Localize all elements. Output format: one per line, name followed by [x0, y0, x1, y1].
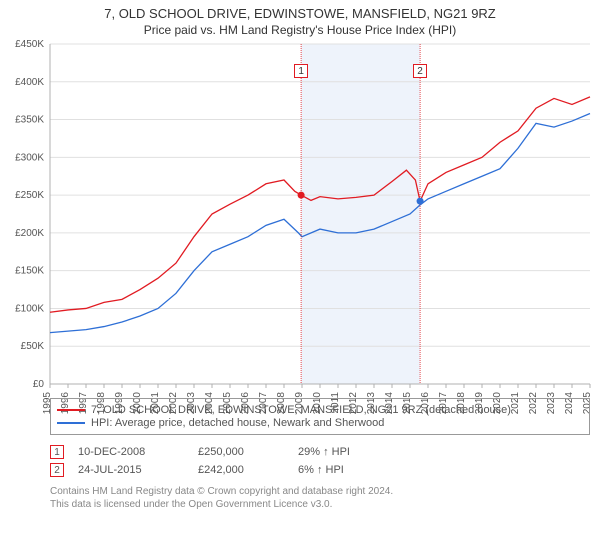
- chart-title: 7, OLD SCHOOL DRIVE, EDWINSTOWE, MANSFIE…: [0, 6, 600, 21]
- footnote-line-1: Contains HM Land Registry data © Crown c…: [50, 486, 393, 497]
- event-badge: 1: [50, 445, 64, 459]
- legend-swatch: [57, 422, 85, 424]
- event-row: 2 24-JUL-2015£242,0006% ↑ HPI: [50, 463, 590, 477]
- below-chart: 7, OLD SCHOOL DRIVE, EDWINSTOWE, MANSFIE…: [50, 398, 590, 511]
- line-chart: £0£50K£100K£150K£200K£250K£300K£350K£400…: [50, 44, 590, 384]
- svg-text:£400K: £400K: [15, 77, 44, 88]
- svg-text:£450K: £450K: [15, 39, 44, 50]
- svg-text:£150K: £150K: [15, 266, 44, 277]
- event-price: £242,000: [198, 464, 298, 476]
- legend: 7, OLD SCHOOL DRIVE, EDWINSTOWE, MANSFIE…: [50, 398, 590, 435]
- footnote-line-2: This data is licensed under the Open Gov…: [50, 499, 332, 510]
- event-row: 1 10-DEC-2008£250,00029% ↑ HPI: [50, 445, 590, 459]
- chart-titles: 7, OLD SCHOOL DRIVE, EDWINSTOWE, MANSFIE…: [0, 0, 600, 37]
- svg-text:£250K: £250K: [15, 190, 44, 201]
- legend-label: 7, OLD SCHOOL DRIVE, EDWINSTOWE, MANSFIE…: [91, 404, 511, 416]
- event-date: 10-DEC-2008: [78, 446, 198, 458]
- chart-area: £0£50K£100K£150K£200K£250K£300K£350K£400…: [50, 44, 590, 384]
- legend-item: HPI: Average price, detached house, Newa…: [57, 417, 583, 429]
- svg-text:£300K: £300K: [15, 152, 44, 163]
- svg-text:£200K: £200K: [15, 228, 44, 239]
- svg-text:£350K: £350K: [15, 115, 44, 126]
- legend-label: HPI: Average price, detached house, Newa…: [91, 417, 384, 429]
- legend-swatch: [57, 409, 85, 411]
- event-badge: 2: [50, 463, 64, 477]
- event-delta: 29% ↑ HPI: [298, 446, 590, 458]
- event-delta: 6% ↑ HPI: [298, 464, 590, 476]
- svg-text:£100K: £100K: [15, 303, 44, 314]
- page: 7, OLD SCHOOL DRIVE, EDWINSTOWE, MANSFIE…: [0, 0, 600, 560]
- events-list: 1 10-DEC-2008£250,00029% ↑ HPI 2 24-JUL-201…: [50, 445, 590, 477]
- svg-text:£0: £0: [33, 379, 45, 390]
- svg-text:£50K: £50K: [21, 341, 45, 352]
- chart-subtitle: Price paid vs. HM Land Registry's House …: [0, 23, 600, 37]
- event-date: 24-JUL-2015: [78, 464, 198, 476]
- event-price: £250,000: [198, 446, 298, 458]
- event-marker-2: 2: [413, 64, 427, 78]
- event-marker-1: 1: [294, 64, 308, 78]
- legend-item: 7, OLD SCHOOL DRIVE, EDWINSTOWE, MANSFIE…: [57, 404, 583, 416]
- footnote: Contains HM Land Registry data © Crown c…: [50, 485, 590, 511]
